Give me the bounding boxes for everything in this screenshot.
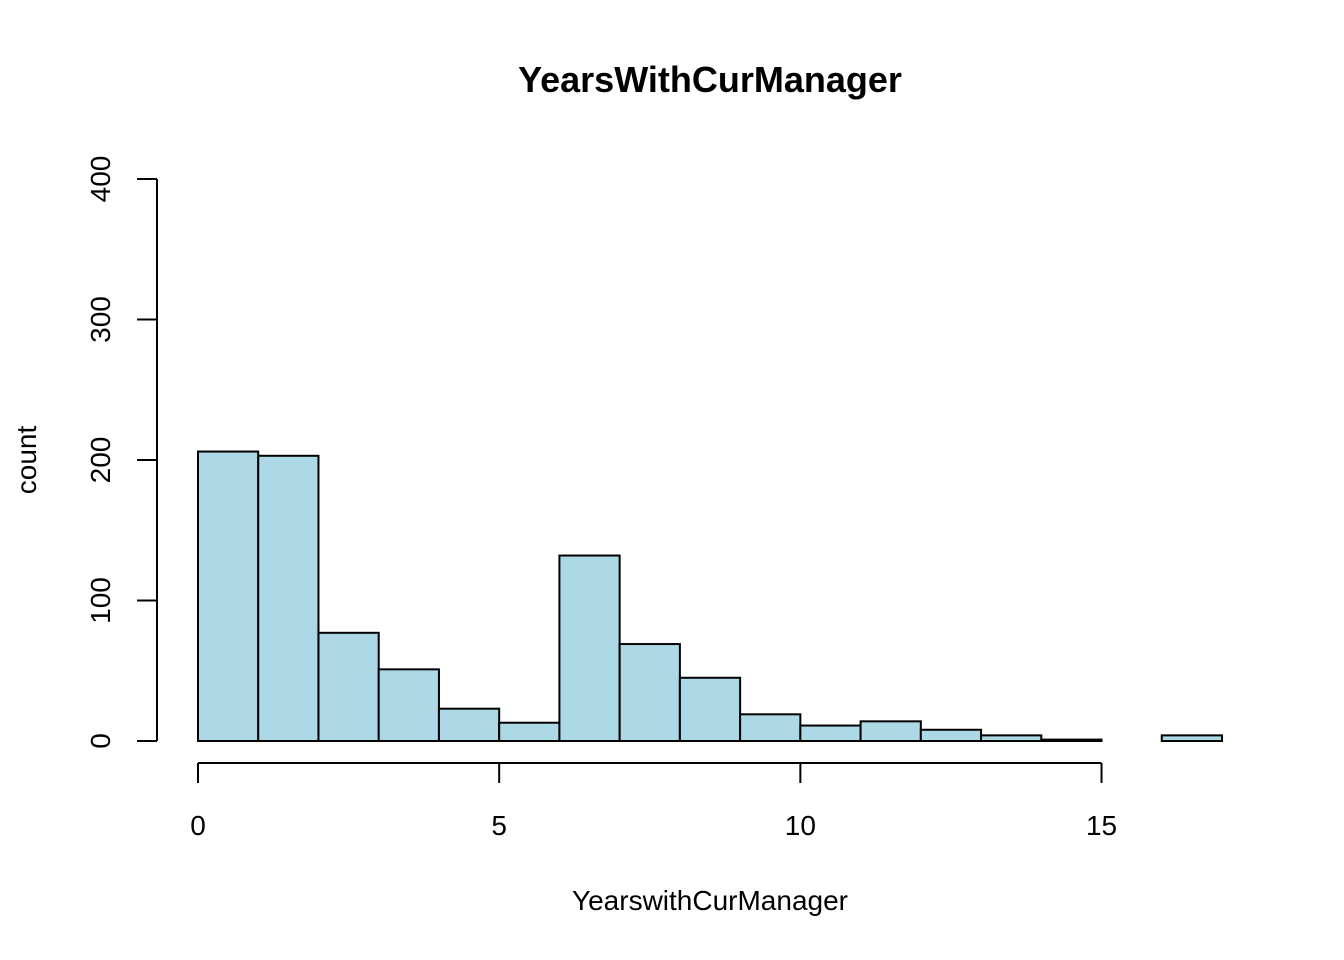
histogram-bar — [618, 643, 681, 742]
histogram-bar — [437, 707, 501, 742]
y-axis: 0 100 200 300 400 — [85, 156, 158, 749]
bars-group — [197, 450, 1223, 743]
histogram-bar — [1160, 734, 1223, 743]
y-tick-label: 300 — [85, 296, 116, 343]
chart-title: YearsWithCurManager — [518, 59, 902, 100]
x-axis-label: YearswithCurManager — [572, 885, 848, 916]
histogram-bar — [1040, 738, 1103, 742]
y-axis-label: count — [11, 426, 42, 495]
histogram-bar — [678, 676, 742, 743]
histogram-bar — [558, 554, 621, 742]
x-tick-label: 0 — [190, 810, 206, 841]
histogram-bar — [859, 720, 922, 743]
x-tick-label: 5 — [491, 810, 507, 841]
histogram-bar — [980, 734, 1043, 743]
histogram-bar — [317, 631, 380, 742]
histogram-bar — [919, 728, 983, 743]
y-tick-label: 0 — [85, 733, 116, 749]
x-tick-label: 15 — [1086, 810, 1117, 841]
histogram-bar — [197, 450, 260, 742]
x-tick-label: 10 — [785, 810, 816, 841]
y-tick-label: 100 — [85, 577, 116, 624]
histogram-bar — [498, 721, 561, 742]
y-tick-label: 200 — [85, 437, 116, 484]
histogram-bar — [799, 724, 862, 742]
y-tick-label: 400 — [85, 156, 116, 203]
histogram-bar — [377, 668, 440, 742]
histogram-bar — [739, 713, 802, 742]
histogram-bar — [257, 454, 320, 742]
x-axis: 0 5 10 15 — [190, 762, 1117, 841]
